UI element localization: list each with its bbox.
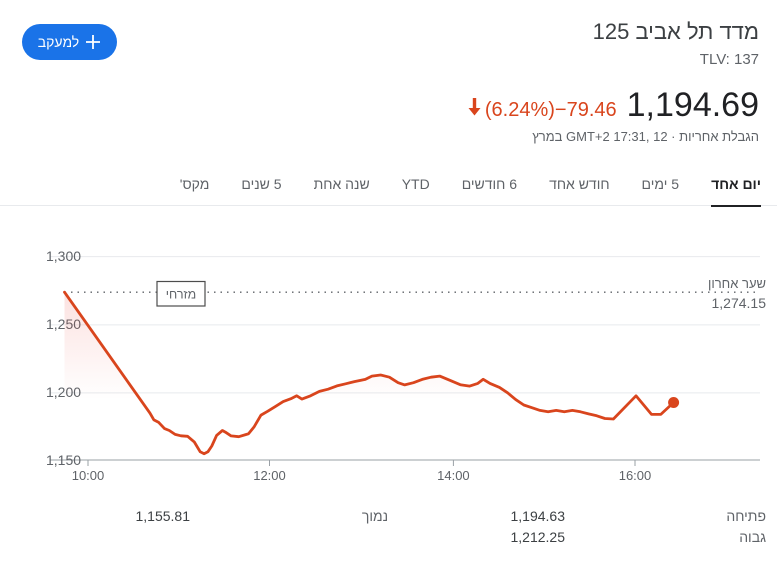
svg-text:מזרחי: מזרחי — [166, 288, 196, 302]
svg-text:14:00: 14:00 — [437, 468, 470, 483]
svg-text:1,274.15: 1,274.15 — [712, 295, 767, 311]
svg-text:12:00: 12:00 — [253, 468, 286, 483]
svg-text:10:00: 10:00 — [72, 468, 105, 483]
svg-text:1,300: 1,300 — [46, 248, 81, 264]
svg-text:16:00: 16:00 — [619, 468, 652, 483]
svg-text:שער אחרון: שער אחרון — [708, 276, 766, 291]
